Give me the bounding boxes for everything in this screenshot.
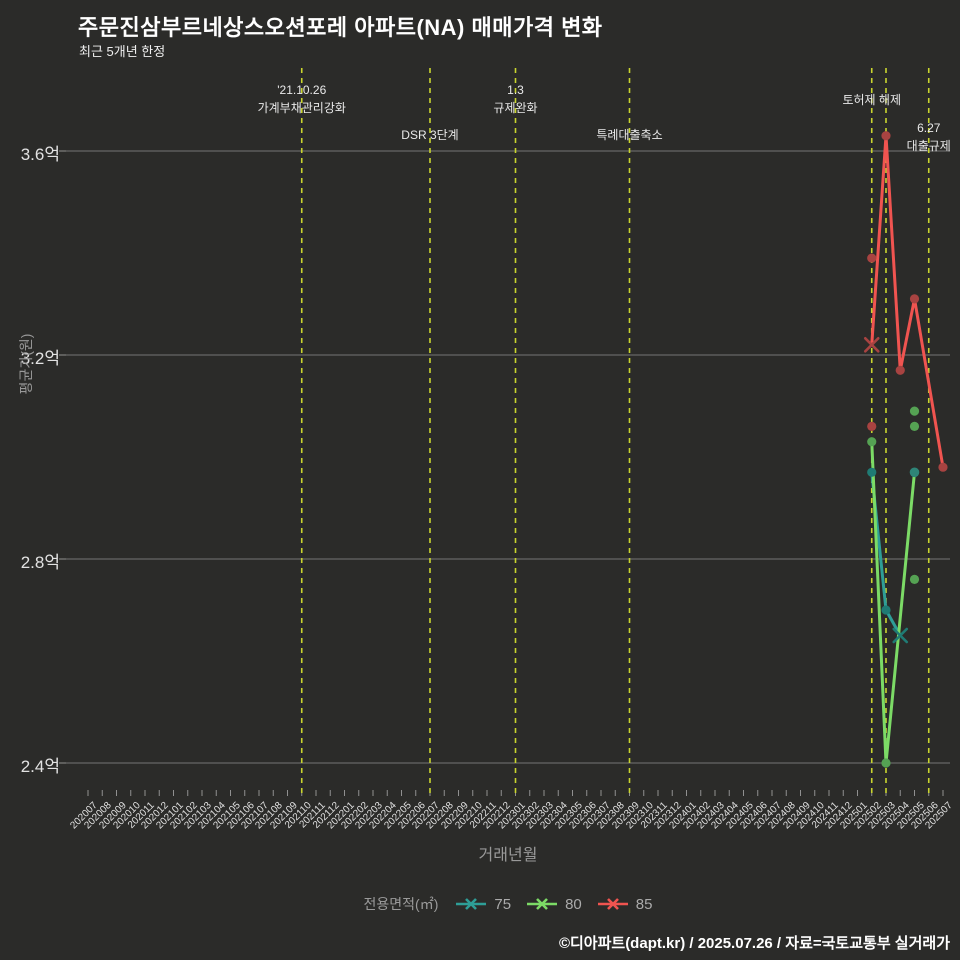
legend-line-x-icon xyxy=(597,898,628,910)
legend-item-label: 85 xyxy=(635,895,653,913)
series-line-80[interactable] xyxy=(870,440,916,765)
data-point-85[interactable] xyxy=(867,253,877,263)
page-subtitle: 최근 5개년 한정 xyxy=(79,44,166,59)
data-point-80[interactable] xyxy=(867,437,877,447)
data-point-85[interactable] xyxy=(881,131,891,141)
legend-item-label: 75 xyxy=(494,895,512,913)
y-tick-label: 3.2억 xyxy=(20,349,60,368)
page-title: 주문진삼부르네상스오션포레 아파트(NA) 매매가격 변화 xyxy=(78,15,603,40)
event-label: 토허제 해제 xyxy=(842,93,902,107)
y-tick-label: 3.6억 xyxy=(20,145,60,164)
data-point-75[interactable] xyxy=(881,605,891,615)
legend-item-label: 80 xyxy=(565,895,582,913)
x-marker-75[interactable] xyxy=(892,627,909,644)
legend: 전용면적(㎡) 75 80 85 xyxy=(66,894,950,914)
y-tick-label: 2.4억 xyxy=(20,757,60,776)
data-point-80[interactable] xyxy=(909,421,920,431)
series-line-85[interactable] xyxy=(870,134,945,469)
legend-line-x-icon xyxy=(527,898,558,910)
data-point-85[interactable] xyxy=(909,294,920,304)
data-point-75[interactable] xyxy=(867,467,877,477)
data-point-80[interactable] xyxy=(881,758,891,768)
legend-item-75[interactable]: 75 xyxy=(456,896,511,913)
data-point-80[interactable] xyxy=(909,574,920,585)
data-point-80[interactable] xyxy=(909,406,920,416)
legend-line-x-icon xyxy=(456,898,487,910)
data-point-85[interactable] xyxy=(895,365,905,375)
x-marker-85[interactable] xyxy=(863,336,880,353)
event-label: DSR 3단계 xyxy=(401,128,459,142)
legend-title: 전용면적(㎡) xyxy=(363,896,439,912)
footer-credit: ©디아파트(dapt.kr) / 2025.07.26 / 자료=국토교통부 실… xyxy=(558,935,950,952)
event-label: 특례대출축소 xyxy=(596,128,663,142)
legend-item-85[interactable]: 85 xyxy=(597,895,653,913)
event-label: 6.27 대출규제 xyxy=(906,121,951,153)
event-label: '21.10.26 가계부채관리강화 xyxy=(257,83,346,115)
y-axis-title: 평균가(원) xyxy=(18,333,34,395)
legend-item-80[interactable]: 80 xyxy=(527,896,582,913)
data-point-85[interactable] xyxy=(867,421,877,431)
y-tick-label: 2.8억 xyxy=(20,553,60,572)
event-label: 1.3 규제완화 xyxy=(493,83,538,115)
x-axis-title: 거래년월 xyxy=(478,847,538,864)
data-point-80[interactable] xyxy=(909,467,920,478)
data-point-85[interactable] xyxy=(938,462,948,472)
